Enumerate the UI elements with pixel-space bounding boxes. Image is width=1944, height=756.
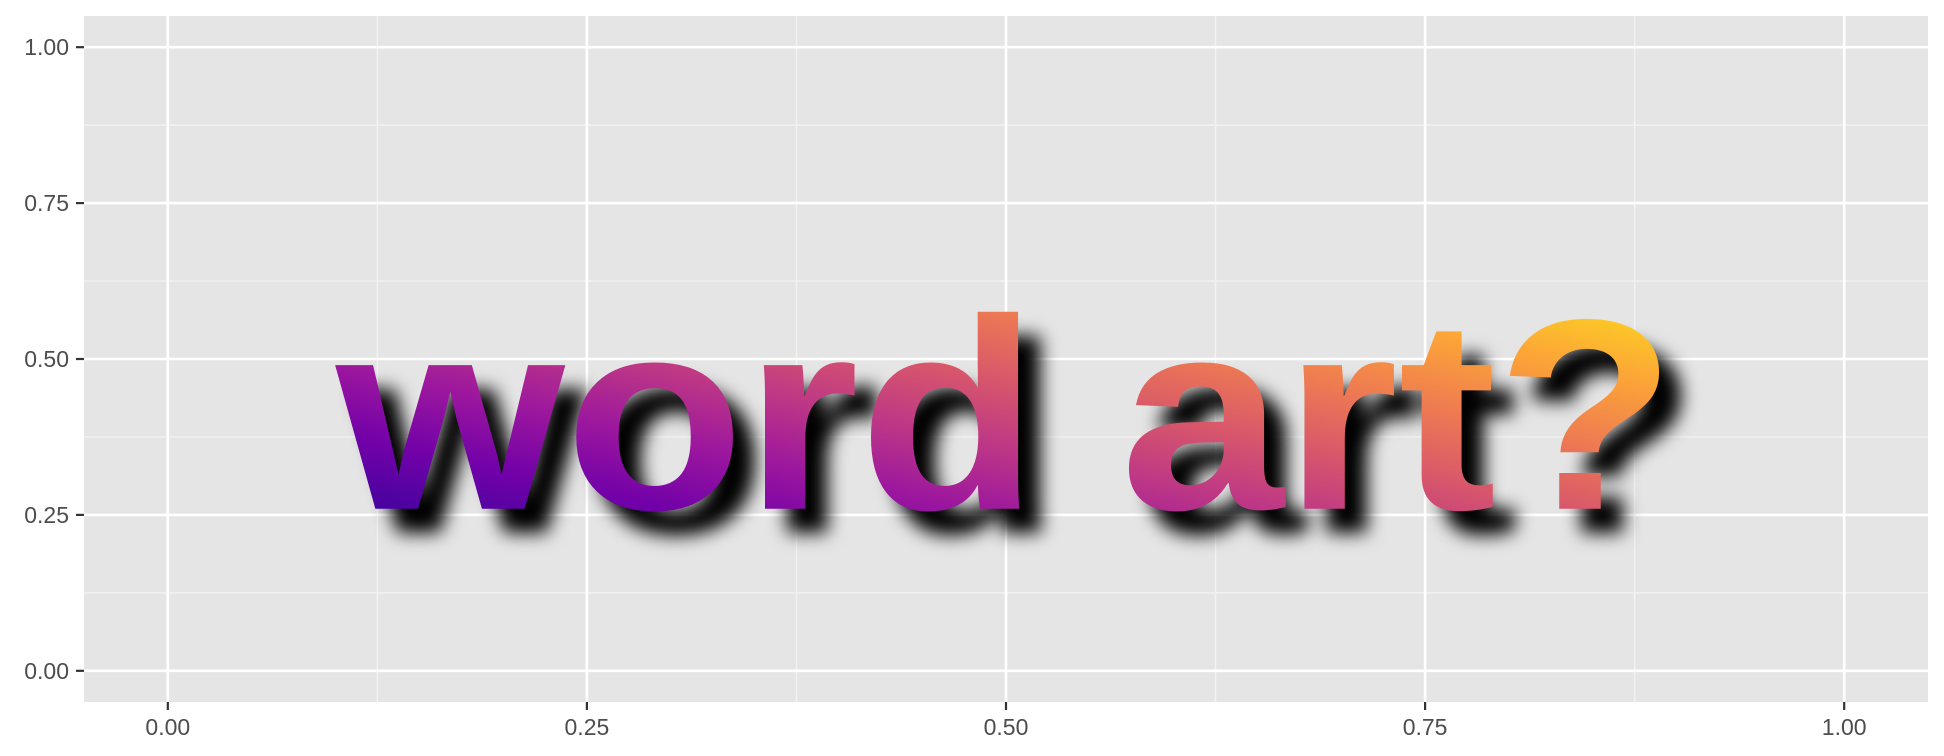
annotation-layer: word art?word art? <box>331 263 1698 591</box>
major-gridlines <box>84 16 1928 702</box>
y-tick-label: 0.25 <box>24 502 69 528</box>
x-tick-label: 0.50 <box>984 714 1029 740</box>
y-axis: 0.00 0.25 0.50 0.75 1.00 <box>24 34 84 684</box>
x-tick-label: 0.25 <box>565 714 610 740</box>
x-axis: 0.00 0.25 0.50 0.75 1.00 <box>145 702 1867 740</box>
y-tick-label: 1.00 <box>24 34 69 60</box>
y-tick-label: 0.00 <box>24 658 69 684</box>
x-tick-label: 0.00 <box>145 714 190 740</box>
word-art-text: word art? <box>331 263 1676 567</box>
x-tick-label: 0.75 <box>1403 714 1448 740</box>
y-tick-label: 0.75 <box>24 190 69 216</box>
x-tick-label: 1.00 <box>1822 714 1867 740</box>
y-tick-label: 0.50 <box>24 346 69 372</box>
word-art-shadow: word art? <box>353 287 1698 591</box>
